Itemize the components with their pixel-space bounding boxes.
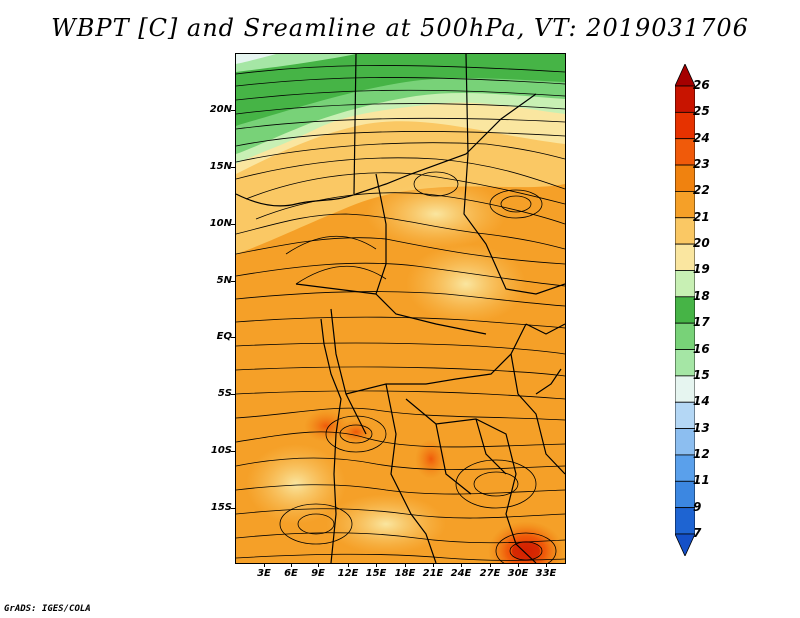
lon-label: 9E xyxy=(311,568,325,579)
lon-tick xyxy=(433,563,434,567)
lon-label: 27E xyxy=(479,568,501,579)
lon-tick xyxy=(405,563,406,567)
lat-label: 5S xyxy=(217,388,232,399)
lat-label: 10N xyxy=(209,218,232,229)
lon-label: 21E xyxy=(422,568,444,579)
colorbar-label: 21 xyxy=(693,209,710,224)
lon-tick xyxy=(376,563,377,567)
colorbar-label: 25 xyxy=(693,104,710,119)
field-warm-patch xyxy=(338,420,374,444)
lat-tick xyxy=(231,337,235,338)
lat-tick xyxy=(231,508,235,509)
colorbar-swatch xyxy=(675,296,695,324)
lon-tick xyxy=(461,563,462,567)
lon-tick xyxy=(348,563,349,567)
lon-label: 24E xyxy=(450,568,472,579)
colorbar-swatch xyxy=(675,85,695,113)
colorbar-label: 12 xyxy=(693,446,710,461)
map-canvas xyxy=(236,54,565,563)
colorbar-label: 26 xyxy=(693,78,710,92)
lat-label: 10S xyxy=(210,445,232,456)
lon-label: 18E xyxy=(394,568,416,579)
colorbar-swatch xyxy=(675,217,695,245)
field-warm-patch xyxy=(304,410,348,442)
colorbar-swatch xyxy=(675,375,695,403)
field-band-15 xyxy=(236,54,356,72)
colorbar-swatch xyxy=(675,349,695,377)
colorbar-swatch xyxy=(675,243,695,271)
lat-label: 15N xyxy=(209,161,232,172)
colorbar-swatch xyxy=(675,480,695,509)
colorbar-label: 14 xyxy=(693,394,710,409)
colorbar-swatch xyxy=(675,191,695,219)
colorbar-swatch xyxy=(675,270,695,298)
lat-label: 20N xyxy=(209,104,232,115)
colorbar-label: 18 xyxy=(693,288,710,303)
field-pale-patch xyxy=(406,244,526,324)
footer-credit: GrADS: IGES/COLA xyxy=(4,604,91,614)
colorbar-swatch xyxy=(675,164,695,192)
lat-tick xyxy=(231,394,235,395)
lon-tick xyxy=(318,563,319,567)
streamlines xyxy=(236,65,565,563)
colorbar-label: 19 xyxy=(693,262,710,277)
lat-tick xyxy=(231,167,235,168)
colorbar-label: 20 xyxy=(693,236,710,251)
colorbar-top-triangle xyxy=(675,64,695,87)
lat-tick xyxy=(231,224,235,225)
lat-tick xyxy=(231,281,235,282)
colorbar-swatch xyxy=(675,507,695,535)
colorbar-swatch xyxy=(675,111,695,140)
lon-label: 3E xyxy=(257,568,271,579)
colorbar-label: 7 xyxy=(693,526,702,540)
lat-tick xyxy=(231,110,235,111)
colorbar-label: 9 xyxy=(693,499,702,514)
colorbar-swatch xyxy=(675,454,695,482)
colorbar-swatch xyxy=(675,428,695,456)
lon-tick xyxy=(490,563,491,567)
lon-tick xyxy=(291,563,292,567)
colorbar-swatch xyxy=(675,138,695,166)
field-hot-core-inner xyxy=(512,541,540,561)
lon-label: 12E xyxy=(337,568,359,579)
colorbar-label: 16 xyxy=(693,341,710,356)
colorbar-label: 24 xyxy=(693,130,710,145)
colorbar-swatch xyxy=(675,401,695,429)
field-band-14 xyxy=(236,54,276,64)
lon-label: 30E xyxy=(507,568,529,579)
colorbar-label: 17 xyxy=(693,315,710,330)
lat-label: EQ xyxy=(216,331,232,342)
lon-tick xyxy=(518,563,519,567)
lon-label: 33E xyxy=(535,568,557,579)
colorbar-label: 11 xyxy=(693,473,710,488)
colorbar-label: 22 xyxy=(693,183,710,198)
lat-tick xyxy=(231,451,235,452)
lon-tick xyxy=(264,563,265,567)
lat-label: 15S xyxy=(210,502,232,513)
field-pale-patch xyxy=(366,179,506,249)
lon-tick xyxy=(546,563,547,567)
field-warm-patch xyxy=(415,439,447,479)
lon-label: 6E xyxy=(284,568,298,579)
field-band-16 xyxy=(236,54,565,126)
chart-title: WBPT [C] and Sreamline at 500hPa, VT: 20… xyxy=(51,14,749,42)
country-borders xyxy=(236,54,565,563)
map-panel xyxy=(235,53,566,564)
colorbar-bottom-triangle xyxy=(675,533,695,556)
colorbar-label: 13 xyxy=(693,420,710,435)
colorbar-label: 23 xyxy=(693,157,710,172)
colorbar-swatch xyxy=(675,322,695,350)
colorbar xyxy=(675,64,695,556)
colorbar-label: 15 xyxy=(693,367,710,382)
field-pale-patch xyxy=(326,494,446,554)
lon-label: 15E xyxy=(365,568,387,579)
lat-label: 5N xyxy=(216,275,232,286)
